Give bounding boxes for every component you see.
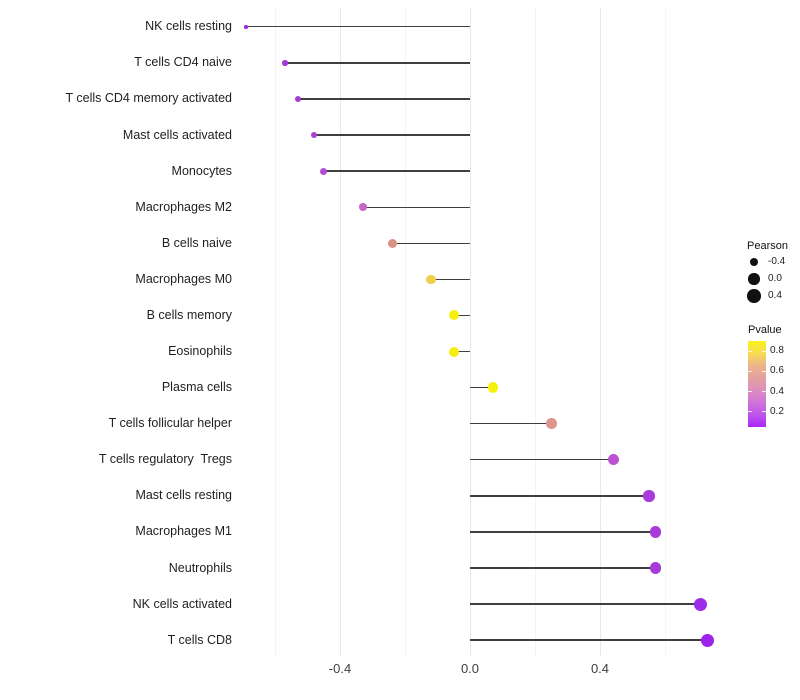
colorbar-tick — [762, 370, 766, 372]
lollipop-dot — [546, 418, 557, 429]
colorbar-tick — [748, 391, 752, 393]
size-legend-title: Pearson — [747, 240, 788, 252]
colorbar-tick — [762, 411, 766, 413]
gridline-major — [599, 8, 601, 656]
lollipop-dot — [359, 203, 367, 211]
lollipop-dot — [700, 633, 714, 647]
lollipop-dot — [426, 274, 436, 285]
x-axis-tick-label: 0.0 — [460, 661, 480, 676]
color-legend-title: Pvalue — [748, 324, 782, 336]
gridline-minor — [664, 8, 666, 656]
lollipop-dot — [387, 238, 397, 248]
size-legend-dot — [750, 258, 758, 266]
gridline-major — [469, 8, 471, 656]
y-axis-label: T cells regulatory Tregs — [98, 452, 232, 467]
size-legend-label: 0.4 — [768, 290, 782, 301]
gridline-minor — [404, 8, 406, 656]
lollipop-stem — [470, 459, 613, 461]
colorbar-tick-label: 0.2 — [770, 405, 784, 417]
y-axis-label: Mast cells resting — [135, 488, 232, 503]
lollipop-stem — [470, 603, 701, 605]
size-legend-dot — [748, 273, 760, 285]
lollipop-dot — [487, 382, 498, 393]
lollipop-dot — [643, 490, 655, 502]
lollipop-stem — [297, 98, 470, 100]
lollipop-dot — [649, 526, 661, 538]
lollipop-stem — [470, 495, 649, 497]
lollipop-dot — [244, 25, 248, 29]
gridline-minor — [274, 8, 276, 656]
lollipop-stem — [323, 170, 470, 172]
size-legend-label: 0.0 — [768, 273, 782, 284]
lollipop-stem — [470, 386, 493, 389]
colorbar-tick-label: 0.6 — [770, 365, 784, 377]
lollipop-dot — [320, 167, 328, 175]
lollipop-stem — [392, 242, 470, 244]
y-axis-label: T cells follicular helper — [108, 416, 232, 431]
lollipop-dot — [694, 597, 708, 611]
lollipop-dot — [448, 346, 459, 357]
size-legend-dot — [747, 289, 761, 303]
lollipop-stem — [470, 639, 708, 641]
lollipop-dot — [294, 95, 301, 102]
colorbar-tick-label: 0.4 — [770, 385, 784, 397]
size-legend-label: -0.4 — [768, 256, 786, 267]
y-axis-label: T cells CD4 memory activated — [65, 91, 233, 106]
y-axis-label: Macrophages M1 — [135, 524, 232, 539]
colorbar-tick — [748, 350, 752, 352]
x-axis-tick-label: -0.4 — [328, 661, 352, 676]
pvalue-colorbar — [748, 341, 766, 427]
lollipop-dot — [649, 562, 661, 574]
y-axis-label: Eosinophils — [168, 344, 232, 359]
y-axis-label: NK cells resting — [145, 19, 232, 34]
lollipop-dot — [282, 60, 288, 66]
lollipop-stem — [284, 62, 470, 64]
colorbar-tick-label: 0.8 — [770, 345, 784, 357]
y-axis-label: T cells CD4 naive — [134, 55, 232, 70]
y-axis-label: Macrophages M2 — [135, 199, 232, 214]
y-axis-label: NK cells activated — [132, 596, 232, 611]
lollipop-stem — [470, 531, 656, 533]
y-axis-label: T cells CD8 — [167, 632, 232, 647]
lollipop-dot — [448, 310, 459, 321]
lollipop-stem — [453, 314, 470, 317]
lollipop-stem — [314, 134, 470, 136]
lollipop-stem — [470, 567, 656, 569]
gridline-minor — [534, 8, 536, 656]
y-axis-label: Neutrophils — [168, 560, 232, 575]
colorbar-tick — [748, 370, 752, 372]
y-axis-label: Monocytes — [171, 163, 232, 178]
lollipop-stem — [431, 278, 470, 281]
colorbar-tick — [748, 411, 752, 413]
x-axis-tick-label: 0.4 — [590, 661, 610, 676]
lollipop-stem — [453, 350, 470, 353]
y-axis-label: Mast cells activated — [122, 127, 232, 142]
lollipop-stem — [470, 422, 552, 425]
y-axis-label: B cells naive — [161, 235, 232, 250]
lollipop-dot — [310, 131, 318, 139]
lollipop-dot — [607, 454, 619, 466]
gridline-major — [339, 8, 341, 656]
y-axis-label: Plasma cells — [161, 380, 232, 395]
lollipop-stem — [245, 26, 470, 28]
y-axis-label: B cells memory — [146, 307, 232, 322]
colorbar-tick — [762, 391, 766, 393]
y-axis-label: Macrophages M0 — [135, 271, 232, 286]
colorbar-tick — [762, 350, 766, 352]
lollipop-stem — [362, 206, 470, 208]
